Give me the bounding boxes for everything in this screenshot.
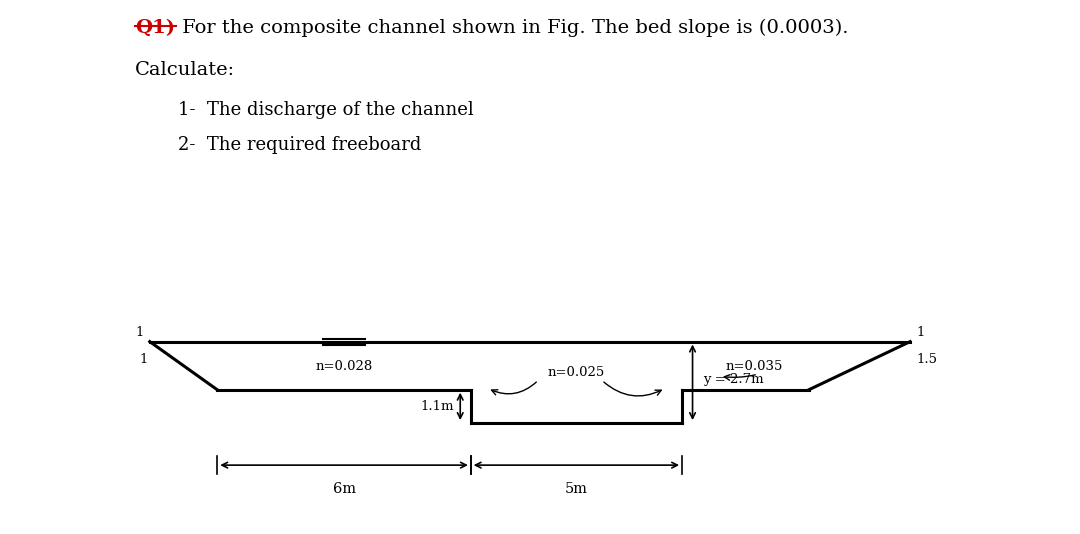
Text: 1: 1 (135, 326, 144, 339)
Text: 1.1m: 1.1m (420, 400, 454, 413)
Text: y = 2.7m: y = 2.7m (703, 373, 764, 386)
Text: n=0.035: n=0.035 (725, 360, 783, 373)
Text: Calculate:: Calculate: (135, 61, 235, 80)
Text: n=0.025: n=0.025 (548, 366, 605, 379)
Text: 6m: 6m (333, 482, 355, 496)
Text: For the composite channel shown in Fig. The bed slope is (0.0003).: For the composite channel shown in Fig. … (176, 19, 849, 37)
Text: 5m: 5m (565, 482, 588, 496)
Text: 1-  The discharge of the channel: 1- The discharge of the channel (178, 101, 474, 120)
Text: 1.5: 1.5 (917, 353, 937, 366)
Text: 2-  The required freeboard: 2- The required freeboard (178, 136, 421, 154)
Text: 1: 1 (917, 326, 924, 339)
Text: n=0.028: n=0.028 (315, 360, 373, 373)
Text: Q1): Q1) (135, 19, 175, 37)
Text: 1: 1 (139, 353, 148, 366)
